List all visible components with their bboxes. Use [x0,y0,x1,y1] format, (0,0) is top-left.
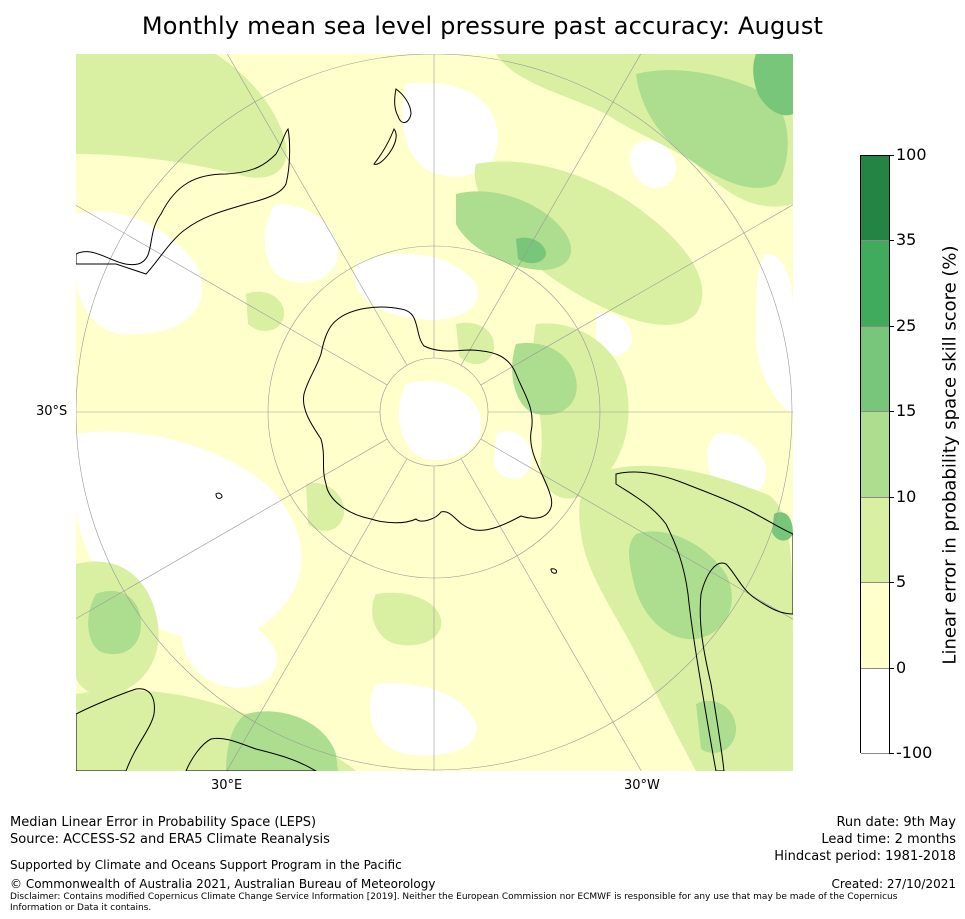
colorbar-segment [861,583,889,669]
colorbar-segment [861,156,889,242]
chart-title: Monthly mean sea level pressure past acc… [141,12,824,40]
colorbar-tick-label: 5 [896,572,907,592]
colorbar-tick-label: 25 [896,315,917,335]
meridian-line [226,458,408,771]
coastlines [76,88,793,771]
region-negative [76,82,793,756]
meridian-line [226,54,408,366]
footer-disclaimer: Disclaimer: Contains modified Copernicus… [10,892,898,913]
colorbar-tick [889,753,894,754]
colorbar-tick-label: 100 [896,145,927,164]
footer-copyright: © Commonwealth of Australia 2021, Austra… [10,877,436,891]
colorbar-tick-label: 15 [896,401,917,421]
meridian-line [460,54,642,366]
lat-label-30s: 30°S [36,404,68,419]
colorbar-tick-label: -100 [896,743,933,762]
colorbar-tick [889,411,894,413]
meridian-line [480,438,793,620]
lead-time: Lead time: 2 months [821,832,956,847]
map-panel [76,54,793,771]
run-date: Run date: 9th May [836,815,956,830]
colorbar [860,155,890,754]
lon-label-30w: 30°W [624,778,660,793]
created-date: Created: 27/10/2021 [831,877,956,891]
colorbar-tick [889,667,894,669]
lon-label-30e: 30°E [211,778,243,793]
meridian-line [480,204,793,386]
footer-support: Supported by Climate and Oceans Support … [10,858,402,872]
colorbar-tick-label: 35 [896,230,917,250]
colorbar-tick-label: 0 [896,657,907,677]
colorbar-segment [861,668,889,754]
colorbar-tick [889,496,894,498]
colorbar-tick-label: 10 [896,486,917,506]
meridian-line [76,438,388,620]
footer-source: Source: ACCESS-S2 and ERA5 Climate Reana… [10,832,330,847]
meridian-line [76,204,388,386]
colorbar-segment [861,241,889,327]
colorbar-tick [889,325,894,327]
colorbar-segment [861,497,889,584]
colorbar-segment [861,326,889,413]
colorbar-title: Linear error in probability space skill … [939,245,961,665]
footer-method: Median Linear Error in Probability Space… [10,815,317,830]
skill-map [76,54,793,771]
colorbar-segment [861,412,889,498]
colorbar-tick [889,240,894,242]
colorbar-tick [889,582,894,584]
map-graticule [76,54,793,771]
colorbar-tick [889,155,894,156]
hindcast-period: Hindcast period: 1981-2018 [774,849,956,864]
